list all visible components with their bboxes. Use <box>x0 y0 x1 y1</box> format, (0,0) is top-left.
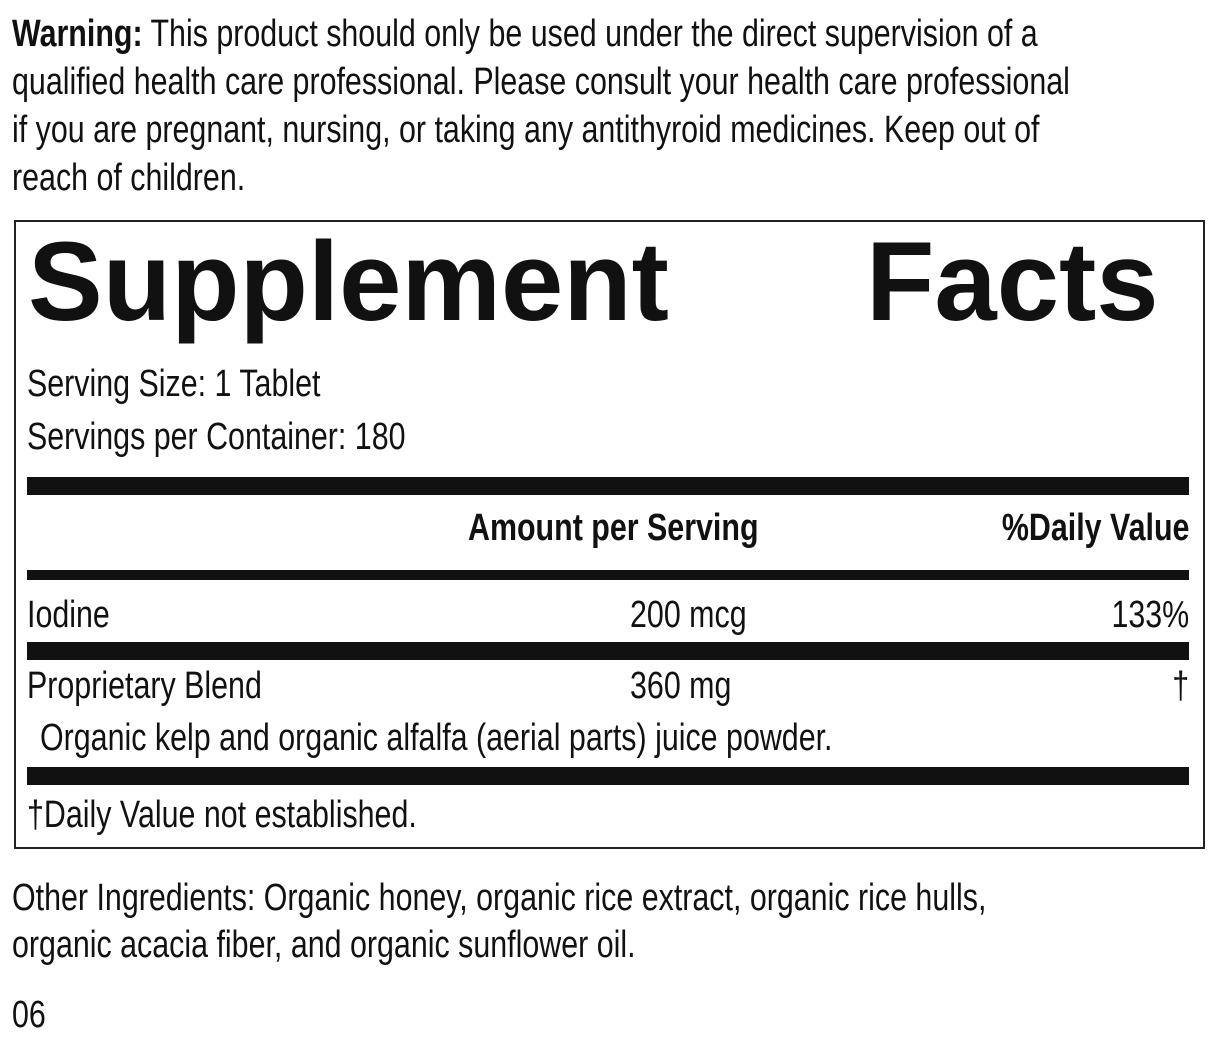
thick-divider <box>27 642 1189 660</box>
medium-divider <box>27 570 1189 580</box>
facts-title-facts: Facts <box>866 219 1159 344</box>
warning-text: This product should only be used under t… <box>142 13 1038 55</box>
thick-divider <box>27 477 1189 495</box>
row-iodine-amount: 200 mcg <box>630 594 747 636</box>
product-code: 06 <box>12 994 46 1036</box>
row-blend-amount: 360 mg <box>630 665 732 707</box>
row-blend-dv: † <box>1172 665 1189 707</box>
servings-per-container: Servings per Container: 180 <box>27 416 406 458</box>
serving-size: Serving Size: 1 Tablet <box>27 363 321 405</box>
warning-line-3: if you are pregnant, nursing, or taking … <box>12 109 1040 151</box>
footnote: †Daily Value not established. <box>27 794 417 836</box>
supplement-facts-panel <box>14 220 1205 849</box>
facts-title-supplement: Supplement <box>28 219 669 344</box>
warning-label: Warning: <box>12 13 143 55</box>
thick-divider <box>27 767 1189 785</box>
warning-line-4: reach of children. <box>12 157 246 199</box>
header-daily-value: %Daily Value <box>1001 507 1189 549</box>
row-iodine-dv: 133% <box>1111 594 1189 636</box>
row-blend-name: Proprietary Blend <box>27 665 262 707</box>
other-ingredients-line-1: Other Ingredients: Organic honey, organi… <box>12 877 987 919</box>
header-amount: Amount per Serving <box>468 507 759 549</box>
other-ingredients-line-2: organic acacia fiber, and organic sunflo… <box>12 924 636 966</box>
warning-line-2: qualified health care professional. Plea… <box>12 61 1070 103</box>
warning-line-1: Warning: This product should only be use… <box>12 10 1038 58</box>
row-iodine-name: Iodine <box>27 594 110 636</box>
row-blend-detail: Organic kelp and organic alfalfa (aerial… <box>40 717 833 759</box>
